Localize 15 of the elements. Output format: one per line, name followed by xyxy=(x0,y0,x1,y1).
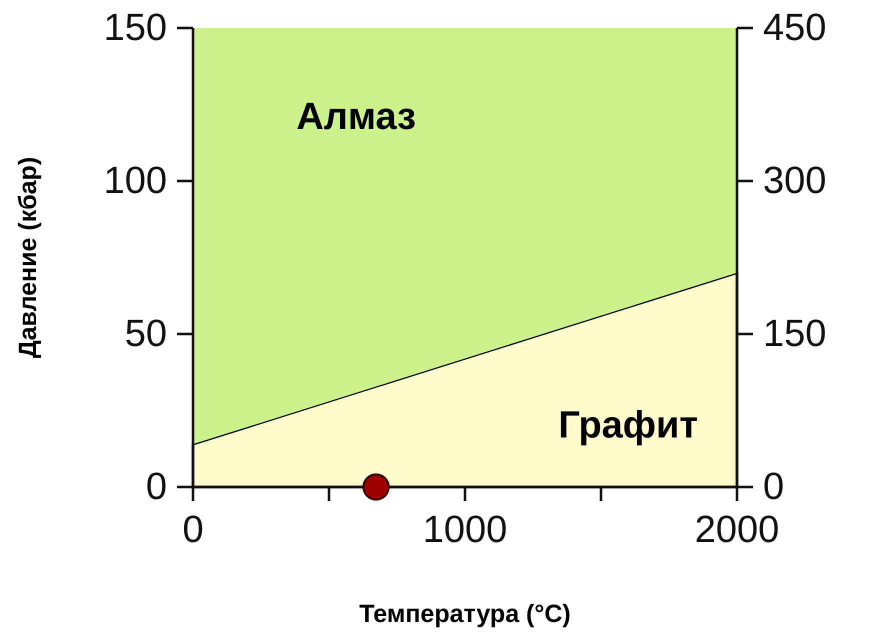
y-tick-label: 150 xyxy=(104,7,167,50)
x-tick-label: 2000 xyxy=(694,508,780,551)
y-tick-label: 0 xyxy=(146,466,167,508)
x-axis-title: Температура (°C) xyxy=(359,600,571,628)
y-axis-title: Давление (кбар) xyxy=(14,156,42,358)
series-label: Графит xyxy=(558,404,698,447)
y2-tick-label: 300 xyxy=(763,160,826,202)
y2-tick-label: 0 xyxy=(763,466,784,508)
series-label: Алмаз xyxy=(296,96,416,138)
x-tick-label: 1000 xyxy=(422,508,508,551)
y2-tick-label: 150 xyxy=(763,313,826,356)
y-tick-label: 100 xyxy=(104,160,167,202)
y2-tick-label: 450 xyxy=(763,7,826,50)
x-tick-label: 0 xyxy=(182,508,204,551)
y-tick-label: 50 xyxy=(124,313,167,356)
